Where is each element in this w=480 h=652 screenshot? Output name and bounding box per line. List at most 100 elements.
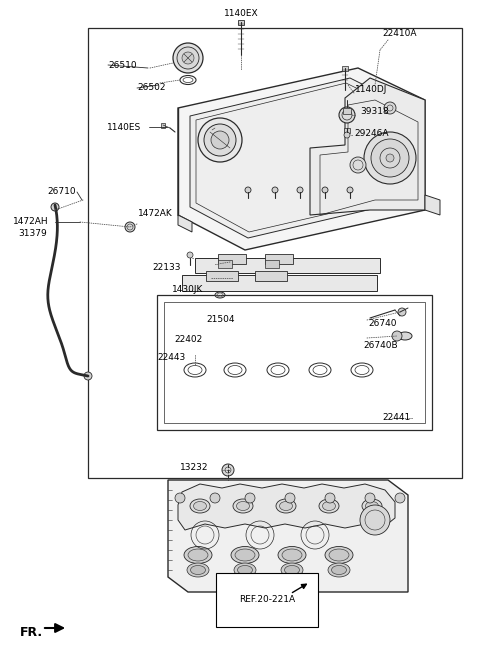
- Polygon shape: [168, 480, 408, 592]
- Circle shape: [398, 308, 406, 316]
- Circle shape: [339, 107, 355, 123]
- Circle shape: [272, 187, 278, 193]
- Circle shape: [365, 493, 375, 503]
- Ellipse shape: [187, 563, 209, 577]
- Ellipse shape: [325, 546, 353, 563]
- Text: 39318: 39318: [360, 108, 389, 117]
- Ellipse shape: [278, 546, 306, 563]
- Circle shape: [222, 464, 234, 476]
- Circle shape: [210, 493, 220, 503]
- Text: 22441: 22441: [382, 413, 410, 422]
- Circle shape: [173, 43, 203, 73]
- Ellipse shape: [237, 501, 250, 511]
- Ellipse shape: [235, 549, 255, 561]
- Ellipse shape: [238, 565, 252, 574]
- Circle shape: [211, 131, 229, 149]
- Bar: [344, 128, 350, 133]
- Circle shape: [182, 52, 194, 64]
- Circle shape: [371, 139, 409, 177]
- Circle shape: [384, 102, 396, 114]
- Text: 1140EX: 1140EX: [224, 8, 258, 18]
- Text: 1472AH: 1472AH: [13, 218, 48, 226]
- Text: 1472AK: 1472AK: [138, 209, 173, 218]
- Polygon shape: [425, 195, 440, 215]
- Text: 31379: 31379: [18, 228, 47, 237]
- Circle shape: [322, 187, 328, 193]
- Bar: [157, 295, 432, 430]
- Circle shape: [204, 124, 236, 156]
- Bar: [218, 260, 232, 268]
- Circle shape: [347, 187, 353, 193]
- Text: 26740: 26740: [368, 318, 396, 327]
- Text: 1140ES: 1140ES: [107, 123, 141, 132]
- Text: REF.20-221A: REF.20-221A: [239, 595, 295, 604]
- Ellipse shape: [362, 499, 382, 513]
- Bar: [206, 271, 238, 281]
- Text: 1140DJ: 1140DJ: [355, 85, 387, 95]
- Ellipse shape: [184, 546, 212, 563]
- Ellipse shape: [398, 332, 412, 340]
- Bar: [255, 271, 287, 281]
- Ellipse shape: [231, 546, 259, 563]
- Circle shape: [84, 372, 92, 380]
- Bar: [182, 275, 377, 291]
- Bar: [88, 28, 462, 478]
- Text: 29246A: 29246A: [354, 128, 388, 138]
- Bar: [342, 66, 348, 71]
- Polygon shape: [310, 78, 425, 215]
- Circle shape: [51, 203, 59, 211]
- Circle shape: [364, 132, 416, 184]
- Ellipse shape: [279, 501, 292, 511]
- Circle shape: [386, 154, 394, 162]
- Bar: [265, 254, 293, 264]
- Bar: [164, 302, 425, 423]
- Text: 22443: 22443: [157, 353, 185, 363]
- Text: 26710: 26710: [47, 188, 76, 196]
- Ellipse shape: [233, 499, 253, 513]
- Circle shape: [125, 222, 135, 232]
- Ellipse shape: [193, 501, 206, 511]
- Bar: [265, 260, 279, 268]
- Ellipse shape: [323, 501, 336, 511]
- Circle shape: [350, 157, 366, 173]
- Text: 26510: 26510: [108, 61, 137, 70]
- Ellipse shape: [328, 563, 350, 577]
- Bar: [161, 123, 165, 128]
- Polygon shape: [178, 68, 425, 250]
- Circle shape: [285, 493, 295, 503]
- Bar: [218, 254, 246, 264]
- Ellipse shape: [319, 499, 339, 513]
- Ellipse shape: [329, 549, 349, 561]
- Circle shape: [198, 118, 242, 162]
- Ellipse shape: [190, 499, 210, 513]
- Circle shape: [175, 493, 185, 503]
- Polygon shape: [178, 215, 192, 232]
- Text: 22402: 22402: [174, 336, 202, 344]
- Ellipse shape: [332, 565, 347, 574]
- Circle shape: [392, 331, 402, 341]
- Polygon shape: [178, 484, 395, 530]
- Circle shape: [245, 493, 255, 503]
- Text: 26740B: 26740B: [363, 340, 397, 349]
- Ellipse shape: [234, 563, 256, 577]
- Text: 1430JK: 1430JK: [172, 286, 204, 295]
- Text: FR.: FR.: [20, 625, 43, 638]
- Ellipse shape: [365, 501, 379, 511]
- Circle shape: [325, 493, 335, 503]
- Text: 22410A: 22410A: [382, 29, 417, 38]
- Bar: [343, 108, 351, 114]
- Circle shape: [245, 187, 251, 193]
- Circle shape: [344, 132, 350, 138]
- Ellipse shape: [276, 499, 296, 513]
- Circle shape: [187, 252, 193, 258]
- Ellipse shape: [191, 565, 205, 574]
- Text: 26502: 26502: [137, 83, 166, 93]
- Text: 22133: 22133: [152, 263, 180, 273]
- Ellipse shape: [285, 565, 300, 574]
- Text: 21504: 21504: [206, 316, 235, 325]
- Ellipse shape: [188, 549, 208, 561]
- Circle shape: [395, 493, 405, 503]
- Ellipse shape: [282, 549, 302, 561]
- Bar: [195, 258, 380, 273]
- Circle shape: [360, 505, 390, 535]
